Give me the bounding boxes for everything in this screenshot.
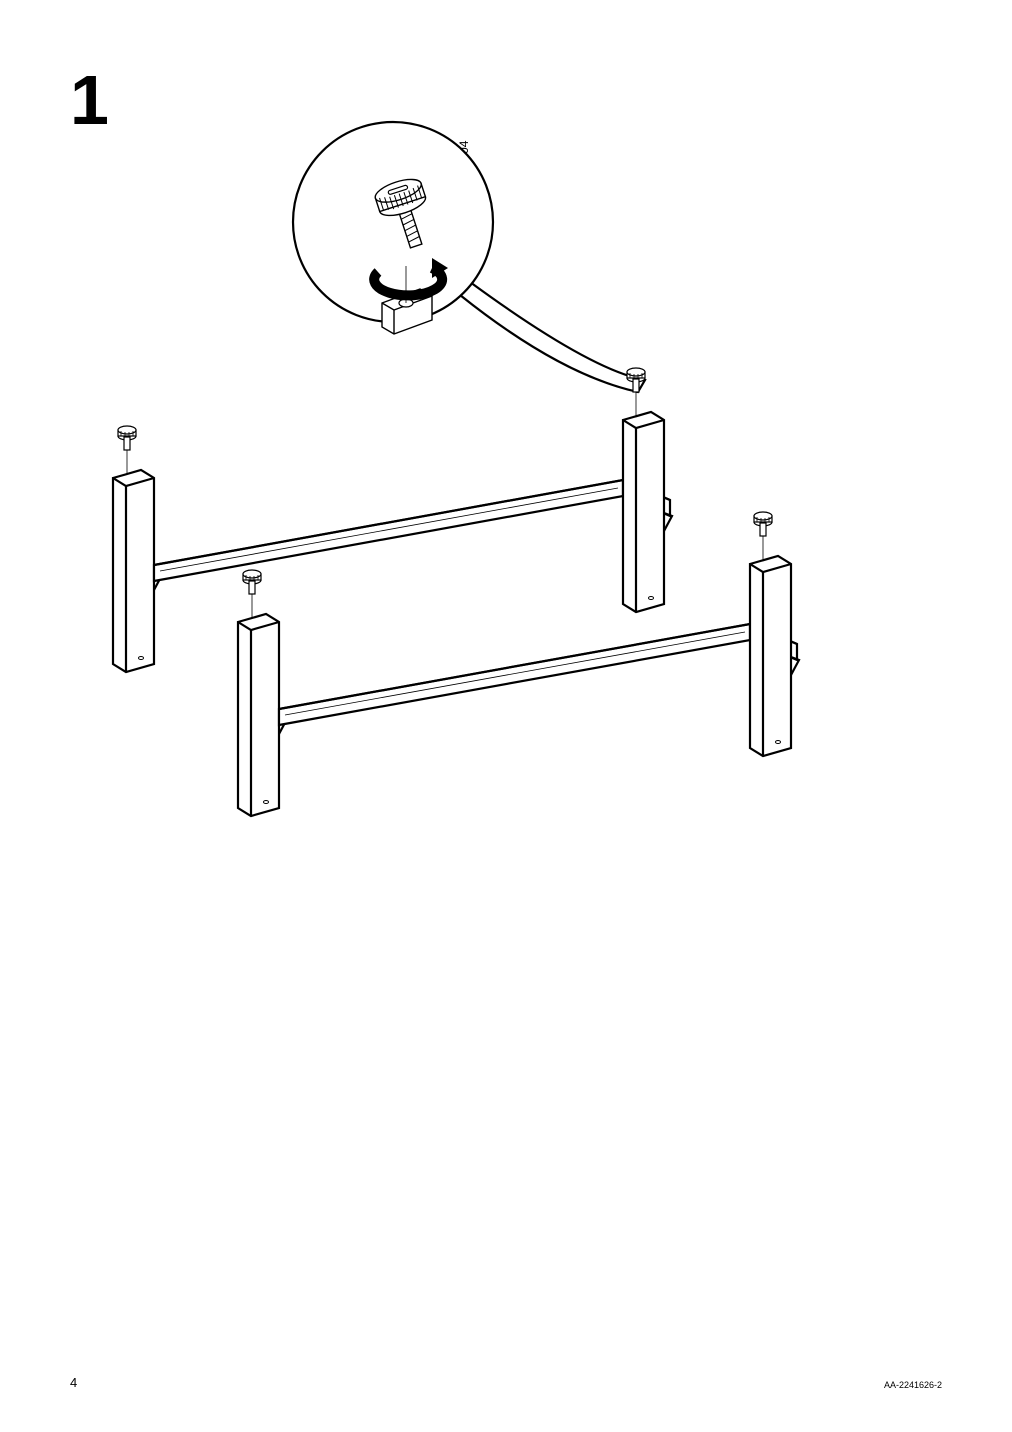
leg-front-right	[750, 556, 799, 756]
assembly-diagram	[0, 0, 1012, 1432]
instruction-page: 1 4x 10036516 10046004	[0, 0, 1012, 1432]
screw-front-right-icon	[754, 512, 772, 560]
rail-front	[279, 624, 797, 725]
callout-bubble	[293, 122, 645, 392]
frame-rear	[113, 368, 672, 672]
screw-front-left-icon	[243, 570, 261, 618]
frame-front	[238, 512, 799, 816]
leg-rear-right	[623, 412, 672, 612]
rail-rear	[154, 480, 670, 581]
screw-rear-left-icon	[118, 426, 136, 474]
page-number: 4	[70, 1375, 77, 1390]
screw-rear-right-icon	[627, 368, 645, 416]
document-id: AA-2241626-2	[884, 1380, 942, 1390]
